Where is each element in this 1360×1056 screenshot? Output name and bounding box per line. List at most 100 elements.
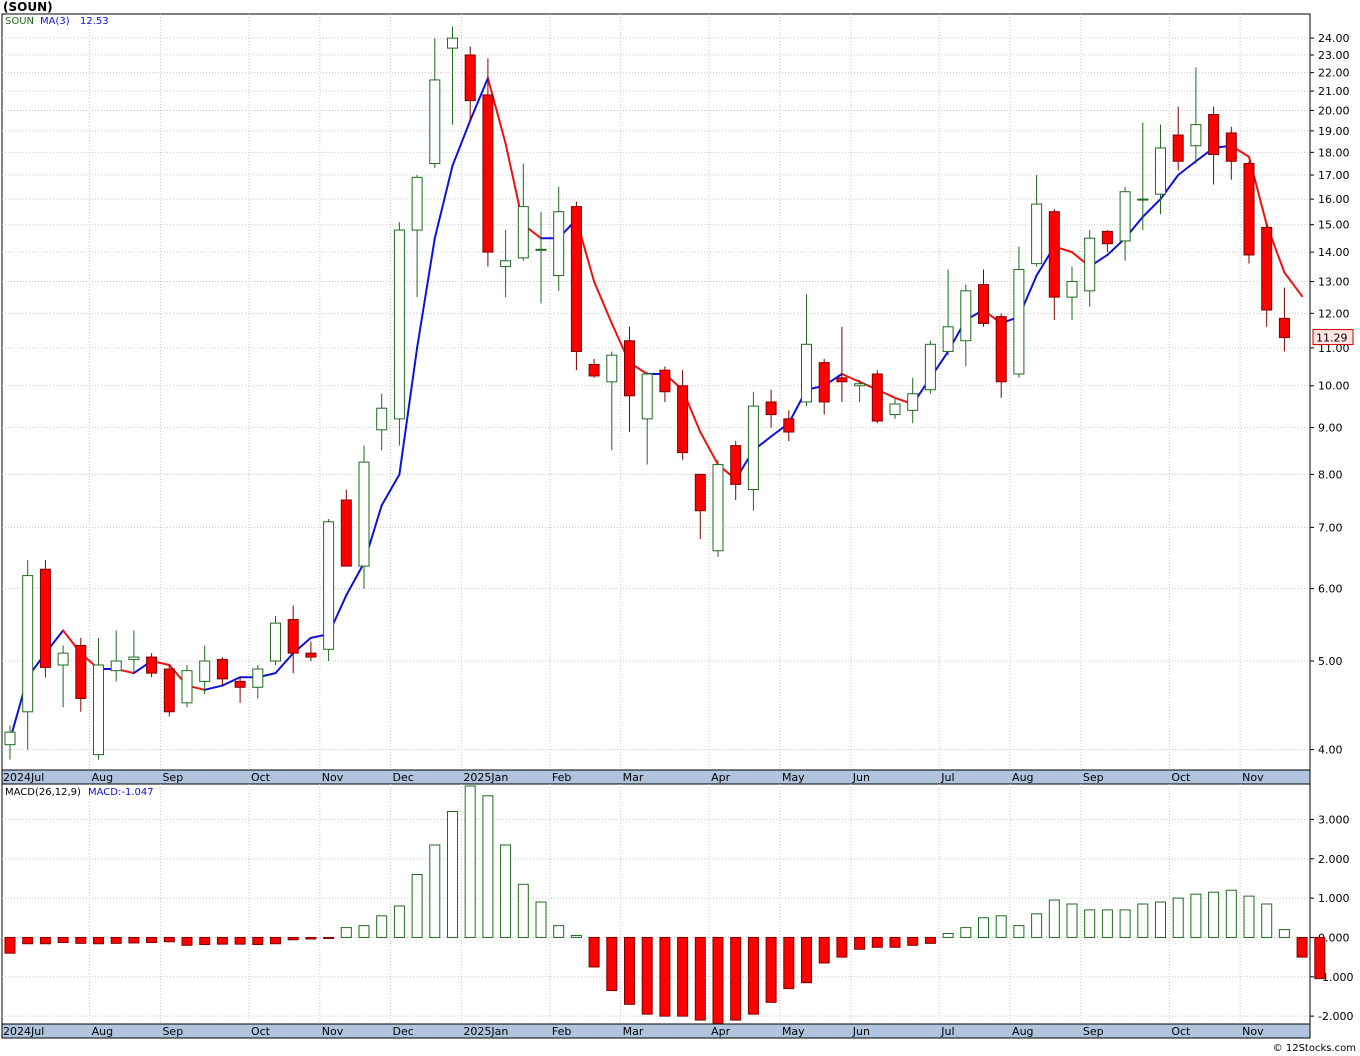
macd-bar: [340, 927, 352, 938]
candle-body: [234, 680, 246, 688]
candle: [75, 637, 87, 712]
price-tick-label: 16.00: [1318, 193, 1350, 206]
macd-bar: [128, 936, 140, 944]
x-axis-month-label: Aug: [92, 1025, 113, 1038]
candle-body: [287, 619, 299, 654]
candle: [801, 293, 812, 407]
candle: [199, 645, 211, 695]
macd-bar: [871, 936, 883, 948]
macd-bar: [641, 936, 653, 1015]
price-tick-label: 13.00: [1318, 276, 1350, 289]
macd-bar: [730, 936, 742, 1021]
ma-segment: [221, 676, 242, 687]
macd-bar: [942, 933, 954, 938]
x-axis-month-label: 2024Jul: [3, 1025, 44, 1038]
candle: [606, 351, 618, 451]
candle-body: [783, 418, 795, 433]
candle: [1208, 106, 1220, 185]
candle-body: [464, 54, 476, 102]
macd-x-axis: 2024Jul Aug Sep Oct Nov Dec 2025Jan Feb Mar Apr Ma…: [3, 1025, 1264, 1038]
x-axis-month-label: Mar: [623, 1025, 644, 1038]
macd-bar: [1084, 909, 1096, 938]
candle-body: [1031, 203, 1043, 265]
candle-body: [836, 377, 848, 383]
candle-body: [1190, 124, 1202, 147]
candle-body: [270, 622, 281, 662]
macd-bar: [39, 936, 51, 945]
macd-x-axis-band: [1, 1023, 1311, 1039]
candle: [1278, 287, 1290, 352]
candle-body: [146, 656, 158, 674]
macd-bar: [1208, 891, 1220, 938]
candle: [1190, 67, 1202, 164]
x-axis-month-label: Oct: [251, 1025, 271, 1038]
macd-bar: [199, 936, 211, 946]
x-axis-month-label: Dec: [393, 771, 414, 784]
candle: [677, 370, 689, 460]
candle: [1261, 224, 1273, 327]
macd-bar: [4, 936, 16, 954]
macd-bar: [1137, 903, 1149, 938]
ma-segment: [469, 77, 489, 122]
candle-body: [340, 499, 352, 567]
price-tick-label: 5.00: [1318, 655, 1343, 668]
candle: [1243, 161, 1255, 264]
candle-body: [252, 668, 264, 688]
candle: [1013, 246, 1025, 378]
candle: [624, 326, 635, 433]
macd-bar: [163, 936, 175, 943]
candle: [270, 616, 281, 666]
candle-body: [110, 660, 122, 672]
candle: [694, 473, 706, 539]
ma-segment: [274, 652, 295, 675]
macd-bar: [110, 936, 122, 944]
candle-body: [128, 656, 140, 660]
x-axis-month-label: May: [782, 771, 805, 784]
candle-body: [1225, 132, 1237, 162]
x-axis-month-label: Nov: [1242, 1025, 1264, 1038]
macd-bar: [624, 936, 635, 1005]
x-axis-month-label: Dec: [393, 1025, 414, 1038]
candle-body: [216, 658, 228, 680]
candle-body: [358, 461, 370, 567]
price-tick-label: 8.00: [1318, 468, 1343, 481]
candle: [818, 358, 830, 415]
copyright-text: © 12Stocks.com: [1273, 1043, 1356, 1054]
macd-bar: [1172, 897, 1184, 938]
candle: [535, 211, 547, 304]
candle: [712, 459, 724, 557]
x-axis-month-label: Jul: [940, 1025, 954, 1038]
macd-bar: [216, 936, 228, 945]
candle: [1119, 186, 1131, 261]
ma-segment: [699, 431, 719, 466]
x-axis-month-label: Jun: [852, 771, 870, 784]
candle: [376, 393, 388, 451]
ma-segment: [840, 373, 861, 383]
legend-ma-label: MA(3): [40, 16, 70, 27]
macd-tick-label: 0.000: [1318, 931, 1350, 944]
price-x-axis: 2024Jul Aug Sep Oct Nov Dec 2025Jan Feb Mar Apr Ma…: [3, 771, 1264, 784]
candle-body: [57, 652, 69, 666]
ma-segment: [398, 346, 419, 476]
candle: [93, 637, 104, 760]
macd-bar: [1048, 899, 1060, 938]
macd-bar: [588, 936, 600, 968]
candle-body: [163, 668, 175, 713]
macd-bar: [429, 844, 441, 938]
candle-body: [447, 37, 458, 49]
candle: [358, 445, 370, 589]
candle: [1137, 122, 1149, 231]
candle-body: [553, 211, 565, 276]
candle-body: [570, 206, 582, 353]
candle-body: [942, 326, 954, 353]
candle: [216, 657, 228, 686]
ma-segment: [203, 684, 224, 691]
candle: [323, 518, 335, 662]
macd-bar: [57, 936, 69, 944]
price-panel: [1, 13, 1311, 771]
macd-bar: [1066, 903, 1078, 938]
candle: [871, 370, 883, 424]
x-axis-month-label: Sep: [1083, 771, 1104, 784]
candle: [978, 269, 989, 327]
macd-bar: [960, 927, 972, 938]
